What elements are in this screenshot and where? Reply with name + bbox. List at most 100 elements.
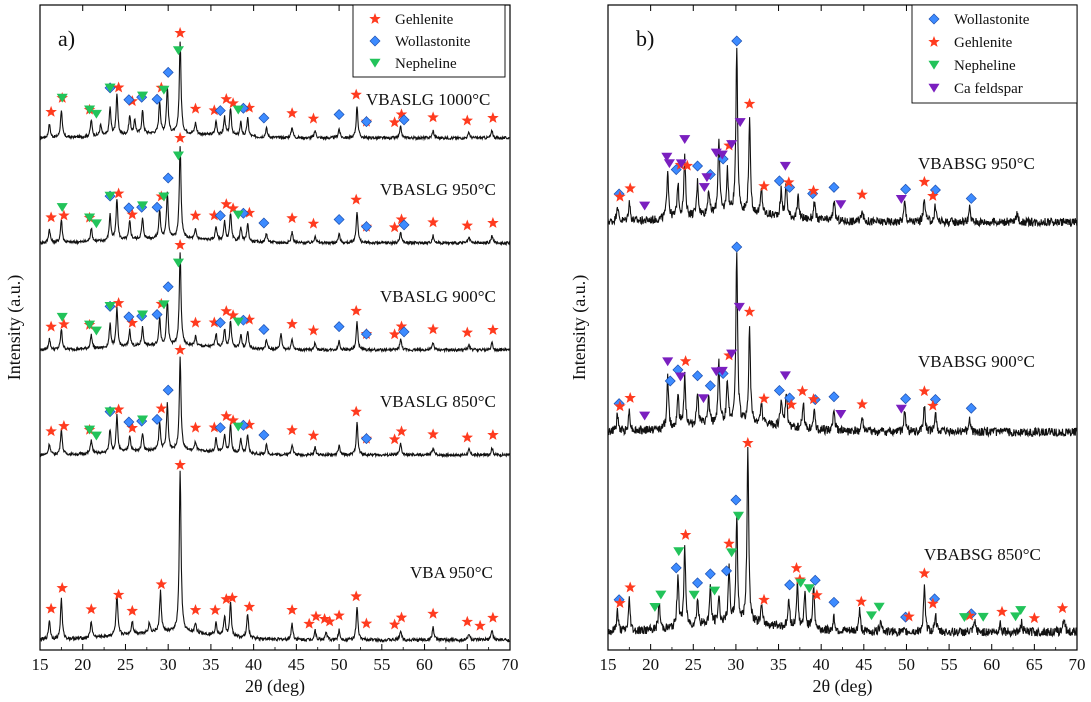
x-tick-label: 30: [160, 655, 177, 674]
gehlenite-marker: [45, 602, 57, 614]
series-label: VBABSG 900°C: [918, 352, 1035, 371]
legend-label: Gehlenite: [954, 35, 1013, 51]
wollastonite-marker: [333, 109, 345, 121]
wollastonite-marker: [360, 328, 372, 340]
nepheline-marker: [873, 602, 885, 612]
panel-label: b): [636, 26, 654, 51]
gehlenite-marker: [350, 304, 362, 316]
ca-feldspar-marker: [679, 135, 691, 144]
nepheline-marker: [104, 191, 116, 201]
gehlenite-marker: [427, 607, 439, 619]
x-tick-label: 40: [813, 655, 830, 674]
wollastonite-marker: [360, 221, 372, 233]
wollastonite-marker: [731, 35, 743, 47]
gehlenite-marker: [85, 603, 98, 615]
nepheline-marker: [673, 547, 685, 557]
ca-feldspar-marker: [639, 411, 651, 421]
wollastonite-marker: [123, 311, 135, 323]
gehlenite-marker: [189, 604, 202, 615]
gehlenite-marker: [461, 326, 473, 338]
gehlenite-marker: [758, 593, 770, 605]
x-tick-label: 70: [502, 655, 519, 674]
series-vbabsg-850-c: VBABSG 850°C: [607, 436, 1078, 638]
ca-feldspar-marker: [835, 410, 847, 419]
x-tick-label: 50: [898, 655, 915, 674]
gehlenite-marker: [679, 528, 692, 540]
x-tick-label: 55: [373, 655, 390, 674]
wollastonite-marker: [398, 114, 410, 126]
panel-a: 15 20 25 30 35 40 45 50 55 60 65 70 2θ (deg) Intensit…: [4, 4, 519, 697]
nepheline-marker: [56, 93, 68, 103]
x-tick-label: 45: [855, 655, 872, 674]
ca-feldspar-marker: [733, 302, 745, 312]
gehlenite-marker: [782, 176, 795, 188]
gehlenite-marker: [155, 578, 168, 590]
legend: Gehlenite Wollastonite Nepheline: [352, 4, 506, 78]
nepheline-marker: [232, 105, 244, 115]
series-label: VBASLG 950°C: [380, 180, 496, 199]
gehlenite-marker: [427, 323, 439, 335]
gehlenite-marker: [856, 398, 868, 410]
nepheline-marker: [104, 83, 116, 93]
wollastonite-marker: [730, 494, 742, 506]
legend: Wollastonite Gehlenite Nepheline Ca feldspa…: [911, 4, 1078, 104]
nepheline-marker: [649, 603, 661, 612]
gehlenite-marker: [350, 88, 362, 100]
gehlenite-marker: [918, 385, 931, 397]
gehlenite-marker: [388, 221, 401, 233]
series-line: [39, 470, 511, 644]
gehlenite-marker: [227, 309, 239, 321]
gehlenite-marker: [174, 131, 186, 143]
wollastonite-legend-marker: [369, 35, 381, 47]
gehlenite-marker: [996, 605, 1008, 617]
gehlenite-marker: [333, 609, 345, 621]
gehlenite-marker: [487, 428, 499, 440]
wollastonite-marker: [692, 160, 704, 172]
gehlenite-marker: [307, 324, 320, 336]
gehlenite-marker: [220, 93, 233, 104]
series-line: [607, 47, 1078, 228]
gehlenite-marker: [758, 392, 770, 404]
gehlenite-marker: [927, 597, 939, 609]
nepheline-marker: [84, 320, 96, 330]
series-vbabsg-900-c: VBABSG 900°C: [607, 241, 1078, 438]
gehlenite-marker: [856, 188, 868, 200]
wollastonite-marker: [965, 402, 977, 414]
wollastonite-marker: [704, 380, 716, 392]
gehlenite-marker: [927, 399, 939, 411]
gehlenite-marker: [614, 190, 626, 202]
x-tick-label: 30: [727, 655, 744, 674]
gehlenite-marker: [112, 81, 125, 93]
nepheline-marker: [709, 586, 721, 596]
ca-feldspar-marker: [698, 183, 710, 192]
gehlenite-marker: [388, 328, 401, 340]
gehlenite-marker: [487, 111, 499, 123]
gehlenite-marker: [174, 458, 186, 470]
gehlenite-marker: [360, 617, 373, 629]
gehlenite-marker: [918, 175, 931, 187]
gehlenite-marker: [811, 589, 823, 601]
gehlenite-marker: [395, 320, 408, 332]
ca-feldspar-marker: [895, 195, 907, 204]
gehlenite-marker: [855, 595, 867, 607]
series-line: [607, 252, 1078, 438]
wollastonite-marker: [692, 370, 704, 382]
gehlenite-marker: [220, 198, 232, 210]
gehlenite-marker: [323, 615, 336, 627]
gehlenite-marker: [112, 297, 125, 308]
gehlenite-marker: [58, 420, 70, 431]
gehlenite-marker: [45, 105, 57, 117]
legend-label: Wollastonite: [954, 12, 1030, 28]
series-label: VBASLG 900°C: [380, 287, 496, 306]
legend-label: Nepheline: [954, 58, 1016, 74]
legend-label: Nepheline: [395, 56, 457, 72]
gehlenite-marker: [807, 184, 820, 196]
ca-feldspar-marker: [674, 372, 687, 382]
gehlenite-marker: [461, 615, 474, 627]
phase-markers: [613, 241, 977, 421]
series-vbaslg-900-c: VBASLG 900°C: [39, 238, 511, 354]
wollastonite-marker: [258, 217, 270, 229]
gehlenite-marker: [174, 238, 186, 250]
wollastonite-marker: [162, 384, 174, 396]
